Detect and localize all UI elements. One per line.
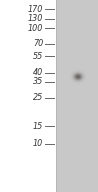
Text: 15: 15 (33, 122, 43, 131)
Text: 25: 25 (33, 94, 43, 102)
Text: 100: 100 (28, 24, 43, 33)
Text: 70: 70 (33, 39, 43, 48)
Text: 40: 40 (33, 68, 43, 77)
Text: 55: 55 (33, 52, 43, 61)
Bar (0, 0, 56, 192)
Bar (56, 0, 98, 192)
Text: 130: 130 (28, 14, 43, 23)
Text: 10: 10 (33, 139, 43, 148)
Text: 170: 170 (28, 5, 43, 14)
Text: 35: 35 (33, 77, 43, 86)
